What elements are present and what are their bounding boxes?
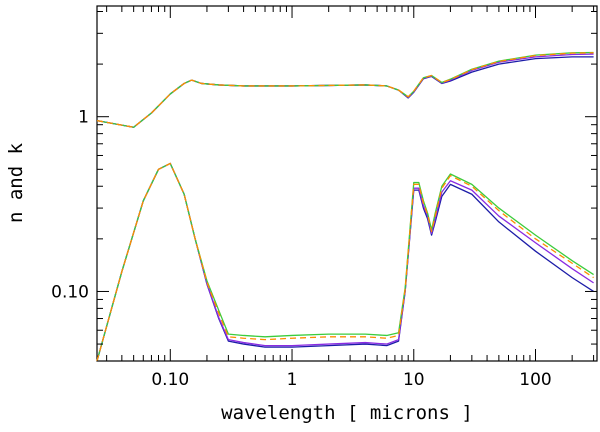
y-tick-label: 0.10 <box>51 282 89 302</box>
series-line-5 <box>96 162 594 362</box>
series-line-1 <box>96 56 594 128</box>
x-tick-label: 100 <box>519 370 551 390</box>
series-line-8 <box>96 162 594 362</box>
tick-layer: 0.10 1 10 100 0.10 1 <box>51 6 597 390</box>
y-axis-title: n and k <box>5 142 27 223</box>
series-layer <box>96 51 594 362</box>
x-tick-label: 1 <box>287 370 298 390</box>
y-tick-label: 1 <box>78 108 89 128</box>
x-axis-title: wavelength [ microns ] <box>221 402 473 424</box>
series-line-2 <box>96 53 594 128</box>
x-tick-label: 0.10 <box>151 370 189 390</box>
series-line-3 <box>96 51 594 128</box>
series-line-4 <box>96 52 594 128</box>
x-tick-label: 10 <box>403 370 425 390</box>
series-line-7 <box>96 162 594 362</box>
series-line-6 <box>96 162 594 362</box>
plot-frame <box>96 5 598 362</box>
